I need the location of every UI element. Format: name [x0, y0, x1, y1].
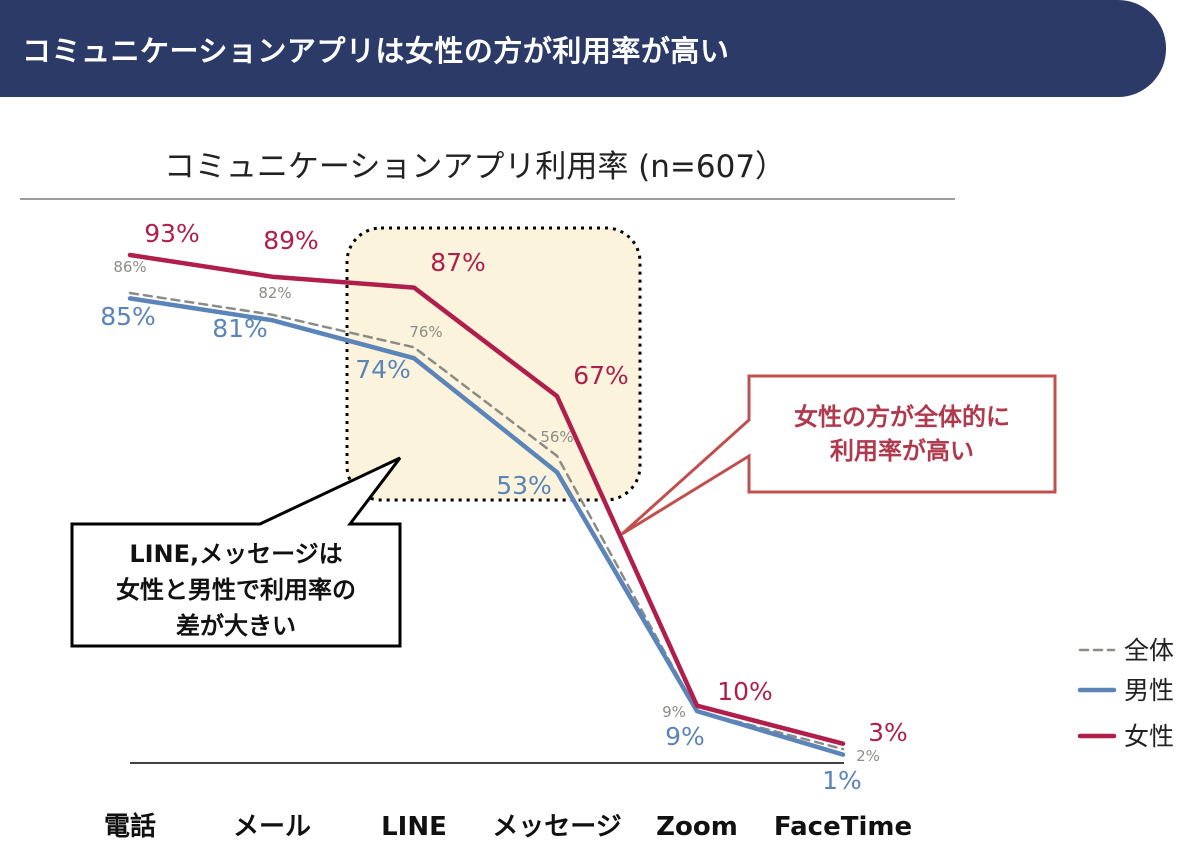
- x-tick-label: メッセージ: [492, 812, 621, 842]
- data-label: 53%: [496, 471, 552, 500]
- annotation-text: 差が大きい: [176, 612, 296, 640]
- data-label: 87%: [430, 248, 486, 277]
- data-label: 93%: [144, 219, 200, 248]
- data-label: 1%: [822, 766, 862, 795]
- annotation-callout-line-message: [70, 456, 402, 648]
- legend-label: 全体: [1124, 636, 1174, 665]
- data-label: 82%: [258, 284, 291, 302]
- data-label: 56%: [540, 428, 573, 446]
- data-label: 81%: [212, 314, 268, 343]
- chart-title: コミュニケーションアプリ利用率 (n=607）: [164, 149, 786, 185]
- data-label: 3%: [868, 718, 908, 747]
- legend-label: 女性: [1124, 722, 1174, 751]
- annotation-text: 女性の方が全体的に: [794, 403, 1010, 431]
- data-label: 9%: [662, 703, 686, 721]
- highlight-box: [345, 226, 642, 502]
- female-line: [127, 252, 846, 746]
- x-tick-label: メール: [233, 812, 311, 842]
- data-label: 76%: [409, 323, 442, 341]
- data-label: 10%: [717, 677, 773, 706]
- male-line: [127, 296, 846, 757]
- data-label: 89%: [263, 226, 319, 255]
- header-banner: コミュニケーションアプリは女性の方が利用率が高い: [0, 0, 1166, 97]
- legend-label: 男性: [1124, 676, 1174, 705]
- x-tick-label: LINE: [381, 812, 447, 842]
- data-label: 2%: [856, 747, 880, 765]
- annotation-callout-female-higher: [620, 374, 1057, 536]
- x-tick-label: Zoom: [656, 812, 738, 842]
- data-label: 74%: [355, 355, 411, 384]
- annotation-text: 利用率が高い: [830, 437, 974, 465]
- page-title: コミュニケーションアプリは女性の方が利用率が高い: [22, 34, 730, 68]
- annotation-text: 女性と男性で利用率の: [116, 576, 356, 604]
- data-label: 9%: [665, 722, 705, 751]
- data-label: 86%: [113, 258, 146, 276]
- x-tick-label: FaceTime: [774, 812, 912, 842]
- data-label: 85%: [100, 302, 156, 331]
- annotation-text: LINE,メッセージは: [129, 540, 342, 568]
- x-tick-label: 電話: [104, 811, 156, 842]
- data-label: 67%: [573, 361, 629, 390]
